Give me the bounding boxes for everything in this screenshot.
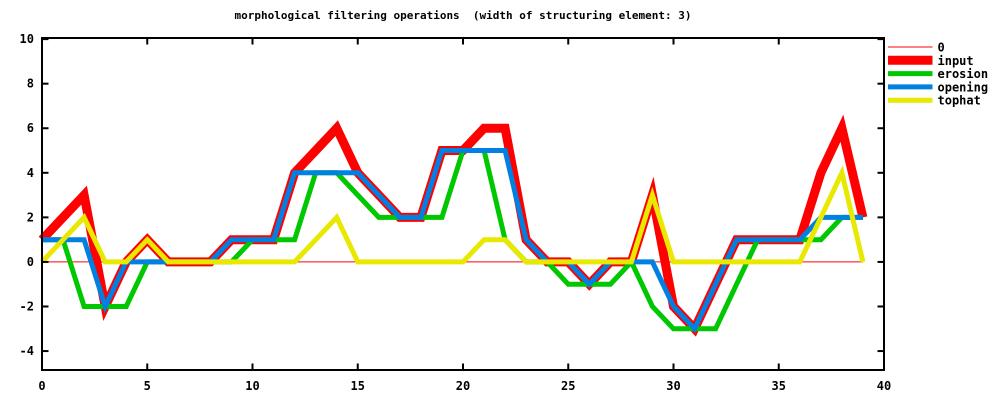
x-tick-label: 35 [772, 379, 786, 393]
y-tick-label: 4 [27, 166, 34, 180]
legend-label-erosion: erosion [938, 67, 989, 81]
legend-item-0: 0 [888, 41, 945, 55]
x-tick-label: 40 [877, 379, 891, 393]
x-tick-label: 30 [666, 379, 680, 393]
y-tick-label: 10 [20, 32, 34, 46]
axes-group: 0 5 10 15 20 25 30 35 40 -4 -2 0 2 4 6 8 10 [20, 32, 892, 393]
x-tick-label: 10 [245, 379, 259, 393]
y-tick-label: -2 [20, 299, 34, 313]
y-tick-label: 8 [27, 77, 34, 91]
x-tick-label: 25 [561, 379, 575, 393]
legend-item-opening: opening [888, 80, 988, 94]
chart-title: morphological filtering operations (widt… [235, 9, 692, 22]
x-tick-label: 5 [144, 379, 151, 393]
legend-label-tophat: tophat [938, 94, 981, 108]
x-tick-label: 15 [351, 379, 365, 393]
legend-item-input: input [888, 54, 974, 68]
y-tick-label: 6 [27, 121, 34, 135]
y-tick-label: 0 [27, 255, 34, 269]
x-tick-label: 0 [38, 379, 45, 393]
legend-label-input: input [938, 54, 974, 68]
legend-item-tophat: tophat [888, 94, 981, 108]
legend-label-opening: opening [938, 80, 989, 94]
series-group [38, 114, 868, 337]
series-tophat-line [40, 165, 866, 265]
y-tick-label: 2 [27, 210, 34, 224]
y-tick-label: -4 [20, 344, 34, 358]
x-tick-label: 20 [456, 379, 470, 393]
plot-frame [41, 37, 885, 371]
legend-label-0: 0 [938, 41, 945, 55]
legend-item-erosion: erosion [888, 67, 988, 81]
series-input-line [38, 114, 868, 337]
